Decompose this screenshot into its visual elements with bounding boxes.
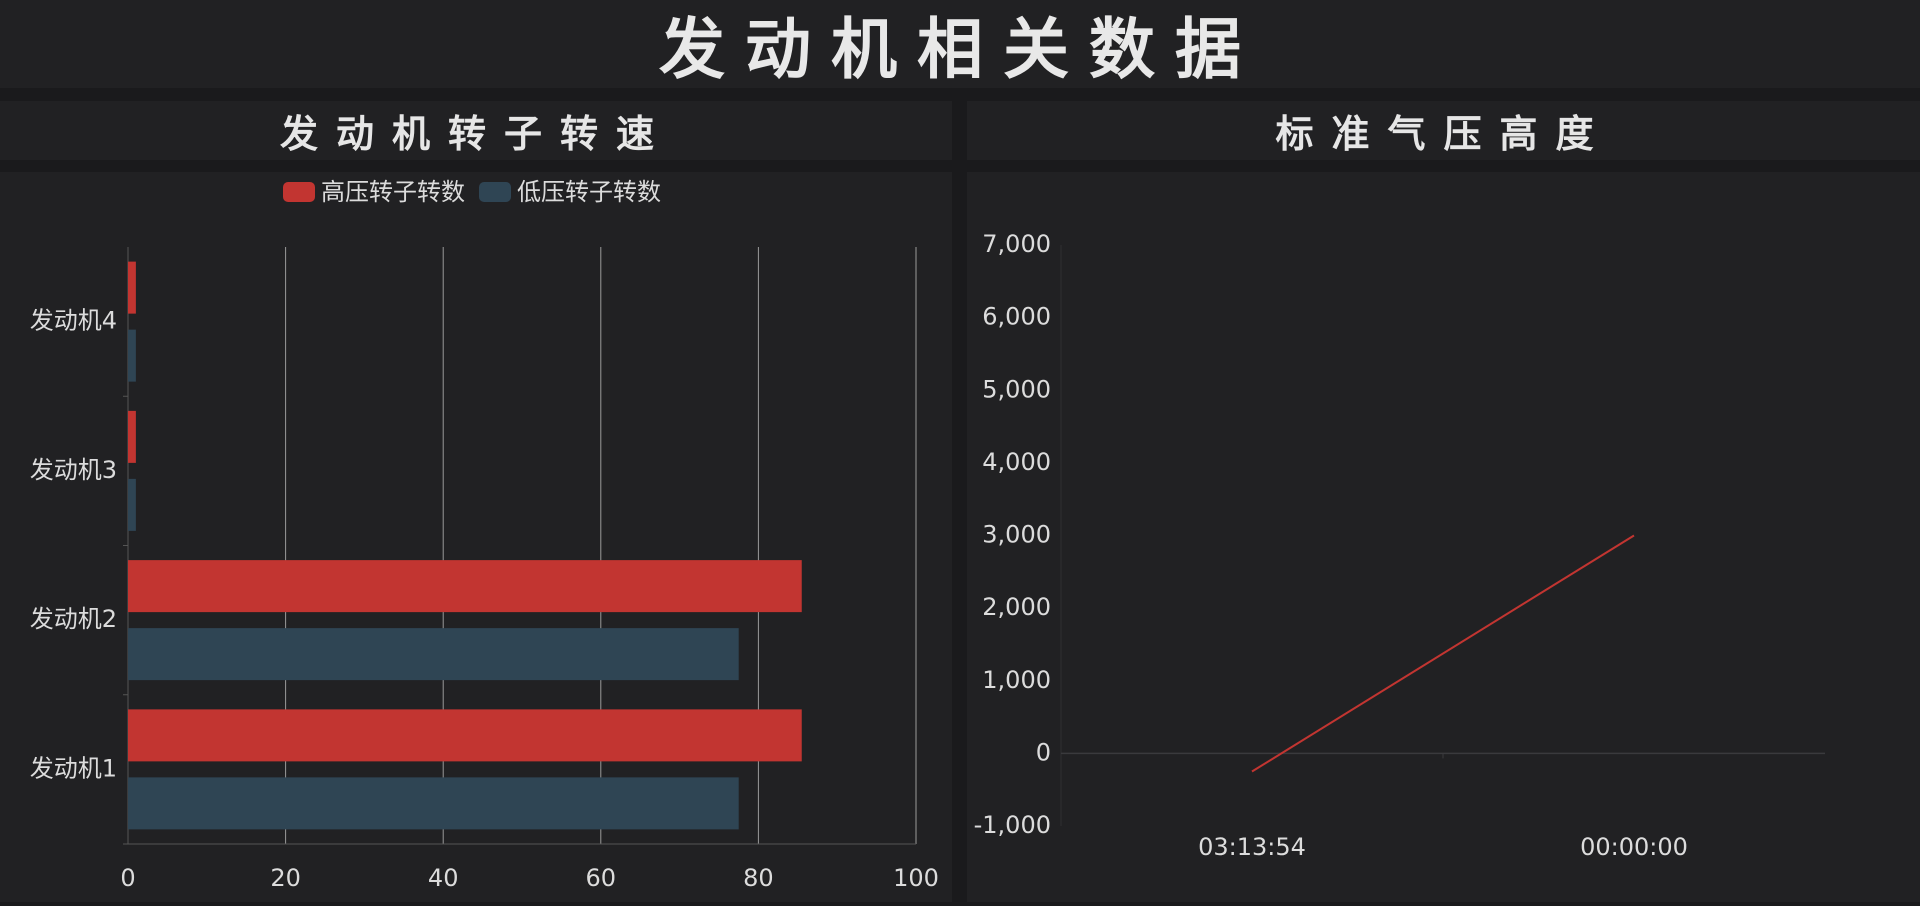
altitude-series-line xyxy=(1251,534,1635,773)
bar-low-pressure xyxy=(128,628,739,681)
bar-low-pressure xyxy=(128,777,739,830)
y-category-label: 发动机2 xyxy=(30,605,117,633)
x-tick-label: 20 xyxy=(270,864,301,892)
bar-high-pressure xyxy=(128,709,802,762)
x-tick-label: 100 xyxy=(893,864,939,892)
y-tick-label: 7,000 xyxy=(982,230,1051,258)
altitude-line-chart: -1,000 0 1,000 2,000 3,000 4,000 5,000 6,000 7,0… xyxy=(974,230,1825,861)
y-tick-label: 3,000 xyxy=(982,521,1051,549)
x-tick-label: 40 xyxy=(428,864,459,892)
x-tick-label: 60 xyxy=(586,864,617,892)
y-tick-label: -1,000 xyxy=(974,811,1051,839)
y-tick-label: 5,000 xyxy=(982,375,1051,403)
legend-swatch xyxy=(283,182,315,202)
bar-low-pressure xyxy=(128,478,136,531)
rotor-speed-bar-chart: 0 20 40 60 80 100 发动机1 发动机2 发动机3 发动机4 高压转子转数 低压转子转数 xyxy=(30,178,939,892)
legend-label: 低压转子转数 xyxy=(517,178,661,206)
right-panel-body: -1,000 0 1,000 2,000 3,000 4,000 5,000 6,000 7,0… xyxy=(967,172,1920,902)
right-panel-title: 标准气压高度 xyxy=(1275,112,1612,156)
left-panel-header: 发动机转子转速 xyxy=(0,101,952,160)
x-tick-label: 80 xyxy=(743,864,774,892)
y-tick-label: 4,000 xyxy=(982,448,1051,476)
y-category-label: 发动机3 xyxy=(30,456,117,484)
bar-high-pressure xyxy=(128,261,136,314)
left-panel-body: 0 20 40 60 80 100 发动机1 发动机2 发动机3 发动机4 高压转子转数 低压转子转数 xyxy=(0,172,952,902)
page-header: 发动机相关数据 xyxy=(0,0,1920,88)
bar-high-pressure xyxy=(128,560,802,613)
bar-high-pressure xyxy=(128,410,136,463)
left-panel-title: 发动机转子转速 xyxy=(279,112,672,156)
right-panel-header: 标准气压高度 xyxy=(967,101,1920,160)
x-tick-label: 0 xyxy=(120,864,135,892)
page-title: 发动机相关数据 xyxy=(659,11,1261,88)
y-tick-label: 0 xyxy=(1036,738,1051,766)
y-category-label: 发动机4 xyxy=(30,307,117,335)
y-category-label: 发动机1 xyxy=(30,754,117,782)
legend-label: 高压转子转数 xyxy=(321,178,465,206)
y-tick-label: 2,000 xyxy=(982,593,1051,621)
y-tick-label: 1,000 xyxy=(982,666,1051,694)
x-tick-label: 00:00:00 xyxy=(1580,833,1688,861)
x-tick-label: 03:13:54 xyxy=(1198,833,1306,861)
y-tick-label: 6,000 xyxy=(982,303,1051,331)
bar-low-pressure xyxy=(128,329,136,382)
legend-swatch xyxy=(479,182,511,202)
